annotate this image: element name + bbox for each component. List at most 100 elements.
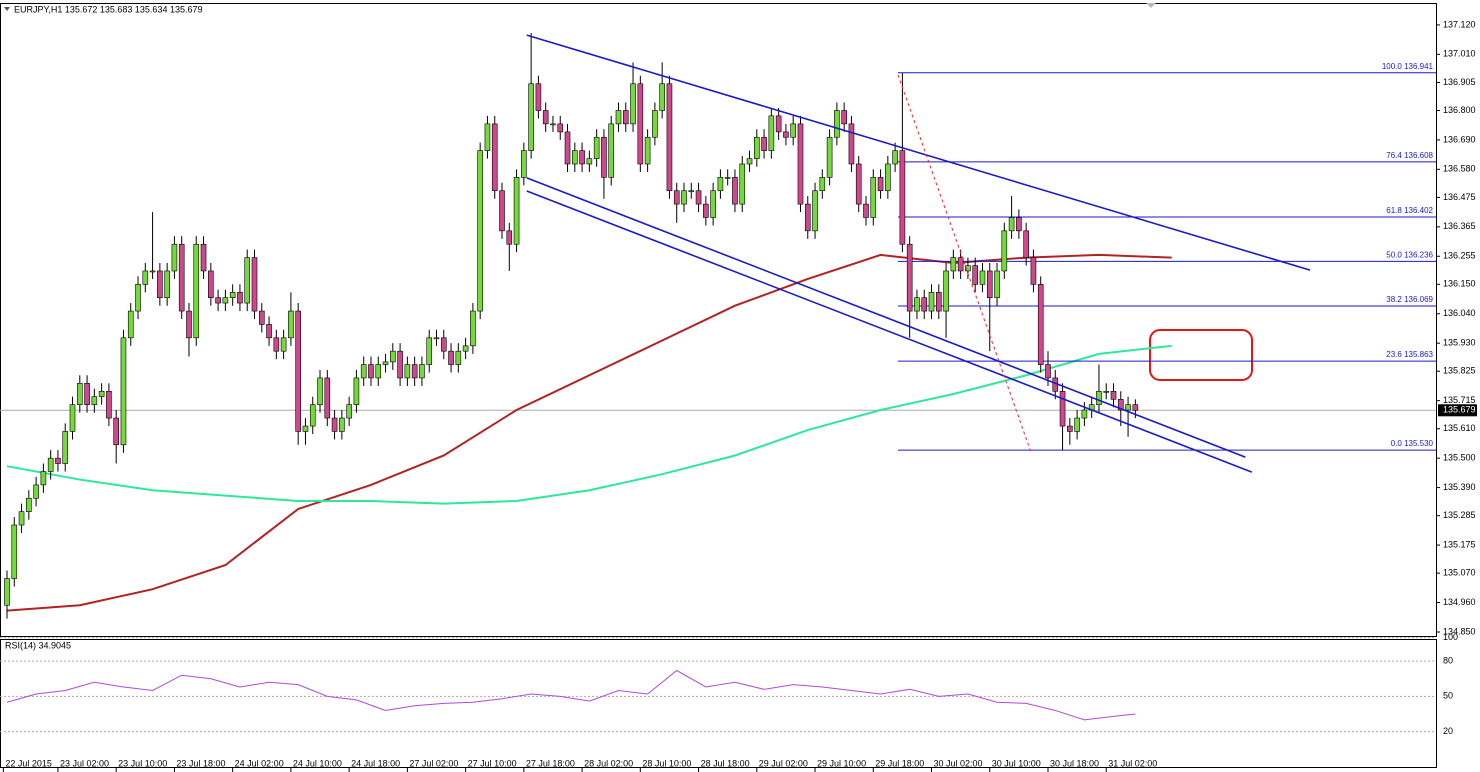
candle-body <box>288 310 294 339</box>
candle-body <box>797 123 804 205</box>
x-tick-label: 23 Jul 18:00 <box>176 758 225 768</box>
candle-body <box>1081 409 1088 419</box>
candle-body <box>965 265 971 272</box>
y-tick-label: 136.800 <box>1443 105 1476 115</box>
candle-body <box>681 190 687 205</box>
x-tick-label: 22 Jul 2015 <box>5 758 52 768</box>
y-tick-label: 135.175 <box>1443 539 1476 549</box>
candle-body <box>855 163 862 205</box>
candle-body <box>870 177 877 218</box>
x-tick-label: 24 Jul 10:00 <box>293 758 342 768</box>
candle-body <box>1059 391 1066 427</box>
candle-body <box>703 203 709 218</box>
candle-body <box>1030 257 1037 285</box>
candle-body <box>506 230 513 245</box>
candle-body <box>113 417 119 446</box>
candle-body <box>11 524 18 579</box>
candle-body <box>783 131 789 138</box>
candle-body <box>586 158 593 165</box>
fib-label: 61.8 136.402 <box>1386 206 1433 215</box>
fib-label: 38.2 136.069 <box>1386 295 1433 304</box>
candle-body <box>62 431 69 464</box>
candle-body <box>819 177 826 192</box>
candle-body <box>251 257 258 312</box>
y-tick-label: 134.850 <box>1443 626 1476 636</box>
candle-body <box>972 265 978 285</box>
y-tick-label: 20 <box>1443 726 1453 736</box>
candle-body <box>1117 399 1124 411</box>
rsi-line <box>6 669 1136 721</box>
candle-body <box>754 136 760 159</box>
y-tick-label: 135.285 <box>1443 510 1476 520</box>
candle-body <box>775 115 782 133</box>
candle-body <box>528 83 534 151</box>
y-tick-label: 136.905 <box>1443 77 1476 87</box>
candle-body <box>433 337 440 340</box>
candle-body <box>142 270 149 285</box>
candle-body <box>455 350 462 365</box>
candle-body <box>834 110 840 138</box>
y-tick-label: 135.930 <box>1443 338 1476 348</box>
candle-body <box>921 297 928 312</box>
x-tick-label: 30 Jul 18:00 <box>1050 758 1099 768</box>
candle-body <box>1096 391 1102 405</box>
candle-body <box>906 243 913 312</box>
trendline <box>897 74 1031 452</box>
candle-body <box>572 150 578 165</box>
candle-body <box>608 123 615 178</box>
candle-body <box>368 364 374 379</box>
trendline <box>526 177 1246 458</box>
candle-body <box>812 190 818 232</box>
candle-body <box>69 404 76 432</box>
x-tick-label: 28 Jul 10:00 <box>642 758 691 768</box>
candle-body <box>899 150 906 245</box>
candle-body <box>26 497 32 512</box>
x-tick-label: 30 Jul 02:00 <box>934 758 983 768</box>
candle-body <box>848 123 855 165</box>
candle-body <box>1132 404 1139 411</box>
candle-body <box>208 270 214 299</box>
x-tick-label: 29 Jul 18:00 <box>875 758 924 768</box>
candle-body <box>601 136 607 178</box>
last-price-label: 135.679 <box>1443 405 1476 415</box>
y-tick-label: 135.390 <box>1443 482 1476 492</box>
candle-body <box>804 203 811 232</box>
y-tick-label: 137.120 <box>1443 19 1476 29</box>
candle-body <box>914 297 920 312</box>
candle-body <box>892 150 898 165</box>
candle-body <box>353 377 360 405</box>
candle-body <box>47 457 54 472</box>
candle-body <box>302 425 309 432</box>
candle-body <box>1037 284 1044 365</box>
candle-body <box>382 361 389 365</box>
candle-body <box>1045 364 1051 379</box>
candle-body <box>360 364 367 379</box>
candle-body <box>186 310 192 339</box>
highlight-box <box>1149 329 1253 381</box>
candle-body <box>513 177 520 245</box>
candle-body <box>593 136 600 159</box>
x-tick-label: 27 Jul 10:00 <box>468 758 517 768</box>
y-tick-label: 100 <box>1443 632 1458 642</box>
y-tick-label: 135.825 <box>1443 366 1476 376</box>
candle-body <box>76 382 83 405</box>
candle-body <box>521 150 527 178</box>
y-tick-label: 134.960 <box>1443 597 1476 607</box>
candle-body <box>477 150 483 312</box>
candle-body <box>448 350 454 365</box>
trendline <box>526 34 1311 271</box>
chart-title: EURJPY,H1 135.672 135.683 135.634 135.67… <box>14 4 203 14</box>
candle-body <box>666 83 673 192</box>
candle-body <box>1008 217 1015 232</box>
candle-body <box>1067 425 1073 432</box>
candle-body <box>440 337 447 352</box>
candle-body <box>885 163 891 192</box>
candle-body <box>295 310 301 432</box>
fib-label: 100.0 136.941 <box>1382 62 1434 71</box>
candle-body <box>462 345 469 352</box>
candle-body <box>244 257 251 304</box>
candle-body <box>419 364 425 379</box>
candle-body <box>426 337 433 365</box>
candle-body <box>346 404 352 419</box>
